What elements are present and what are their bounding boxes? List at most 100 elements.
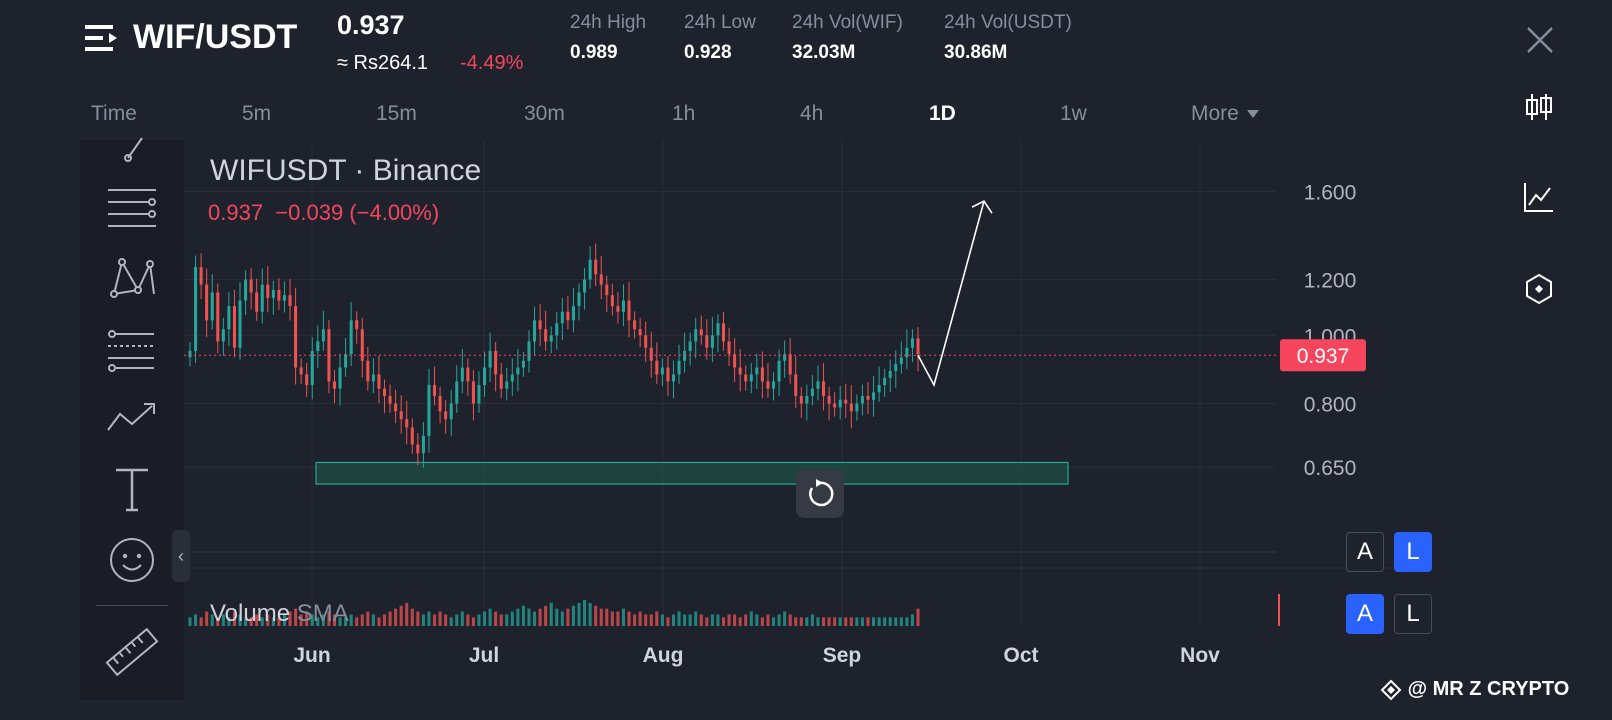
drawing-toolbar	[80, 137, 184, 700]
candle-body	[577, 292, 581, 307]
pencil-tool-icon[interactable]	[104, 132, 160, 166]
candle-body	[416, 444, 420, 454]
tab-1h[interactable]: 1h	[672, 102, 696, 125]
ruler-tool-icon[interactable]	[104, 624, 160, 680]
candle-body	[544, 329, 548, 342]
candle-body	[327, 329, 331, 382]
candle-body	[688, 341, 692, 351]
candle-body	[299, 367, 303, 375]
pair-selector[interactable]: WIF/USDT	[85, 18, 297, 57]
volume-bar	[216, 617, 220, 626]
candle-body	[599, 274, 603, 285]
text-tool-icon[interactable]	[104, 462, 160, 518]
candle-body	[844, 399, 848, 404]
volume-bar	[688, 614, 692, 626]
volume-log-scale-button[interactable]: L	[1394, 594, 1432, 634]
tab-1w[interactable]: 1w	[1060, 102, 1087, 125]
stat-24h-low: 24h Low 0.928	[684, 12, 756, 64]
toolbar-collapse-button[interactable]: ‹	[172, 530, 190, 582]
volume-bar	[883, 617, 887, 626]
volume-auto-scale-button[interactable]: A	[1346, 594, 1384, 634]
candle-body	[905, 347, 909, 358]
volume-bar	[227, 617, 231, 626]
candle-body	[716, 323, 720, 336]
emoji-tool-icon[interactable]	[104, 532, 160, 588]
volume-bar	[266, 614, 270, 626]
volume-bar	[683, 614, 687, 626]
candle-body	[594, 259, 598, 275]
indicator-icon[interactable]	[1522, 180, 1556, 214]
candle-body	[855, 403, 859, 412]
candlestick-icon[interactable]	[1522, 90, 1556, 124]
volume-bar	[821, 617, 826, 626]
volume-bar	[799, 617, 803, 626]
volume-bar	[438, 611, 442, 626]
stat-label: 24h Vol(WIF)	[792, 12, 903, 33]
volume-bar	[577, 602, 581, 626]
fib-tool-icon[interactable]	[104, 320, 160, 376]
volume-bar	[521, 605, 525, 626]
volume-bar	[794, 617, 798, 626]
volume-bar	[299, 614, 303, 626]
volume-bar	[555, 608, 559, 626]
candle-body	[227, 306, 231, 330]
close-icon[interactable]	[1524, 24, 1556, 56]
candle-body	[371, 374, 375, 382]
reset-icon[interactable]	[796, 470, 844, 518]
tab-time[interactable]: Time	[91, 102, 137, 125]
volume-bar	[538, 608, 542, 626]
x-tick-label: Oct	[1003, 644, 1038, 667]
volume-bar	[916, 608, 920, 626]
pattern-tool-icon[interactable]	[104, 250, 160, 306]
candle-body	[494, 350, 498, 375]
candle-body	[699, 329, 703, 336]
candle-body	[360, 329, 364, 361]
stat-24h-high: 24h High 0.989	[570, 12, 646, 64]
candle-body	[549, 335, 553, 342]
candle-body	[866, 396, 870, 400]
volume-bar	[660, 614, 664, 626]
volume-bar	[210, 614, 214, 626]
candle-body	[755, 367, 759, 375]
candle-body	[910, 338, 914, 348]
tab-4h[interactable]: 4h	[800, 102, 824, 125]
ticker-header: WIF/USDT 0.937 ≈ Rs264.1 -4.49% 24h High…	[0, 0, 1612, 92]
tab-30m[interactable]: 30m	[524, 102, 565, 125]
volume-bar	[405, 602, 409, 626]
candle-body	[560, 311, 564, 324]
candle-body	[488, 350, 492, 368]
auto-scale-button[interactable]: A	[1346, 532, 1384, 572]
tab-15m[interactable]: 15m	[376, 102, 417, 125]
tab-more[interactable]: More	[1191, 102, 1261, 126]
stat-label: 24h Vol(USDT)	[944, 12, 1072, 33]
x-tick-label: Nov	[1180, 644, 1220, 667]
volume-bar	[477, 614, 481, 626]
volume-bar	[766, 614, 770, 626]
volume-bar	[666, 617, 670, 626]
volume-bar	[694, 611, 698, 626]
tab-5m[interactable]: 5m	[242, 102, 272, 125]
volume-bar	[549, 602, 553, 626]
candle-body	[694, 329, 698, 342]
log-scale-button[interactable]: L	[1394, 532, 1432, 572]
volume-bar	[910, 614, 914, 626]
volume-auto-scale-label: A	[1356, 600, 1373, 627]
trend-line-tool-icon[interactable]	[104, 390, 160, 446]
hexagon-settings-icon[interactable]	[1522, 272, 1556, 306]
candle-body	[571, 306, 575, 321]
candle-body	[610, 295, 614, 307]
volume-bar	[277, 617, 281, 626]
horizontal-lines-tool-icon[interactable]	[104, 180, 160, 236]
candle-body	[344, 354, 348, 368]
volume-bar	[544, 605, 548, 626]
candle-body	[194, 266, 198, 351]
sma-label: SMA	[296, 600, 349, 627]
candle-body	[816, 381, 820, 389]
chart-price-change: 0.937 −0.039 (−4.00%)	[208, 200, 440, 225]
volume-bar	[621, 608, 625, 626]
volume-bar	[255, 614, 259, 626]
volume-bar	[471, 617, 475, 626]
tab-1d[interactable]: 1D	[929, 102, 956, 125]
